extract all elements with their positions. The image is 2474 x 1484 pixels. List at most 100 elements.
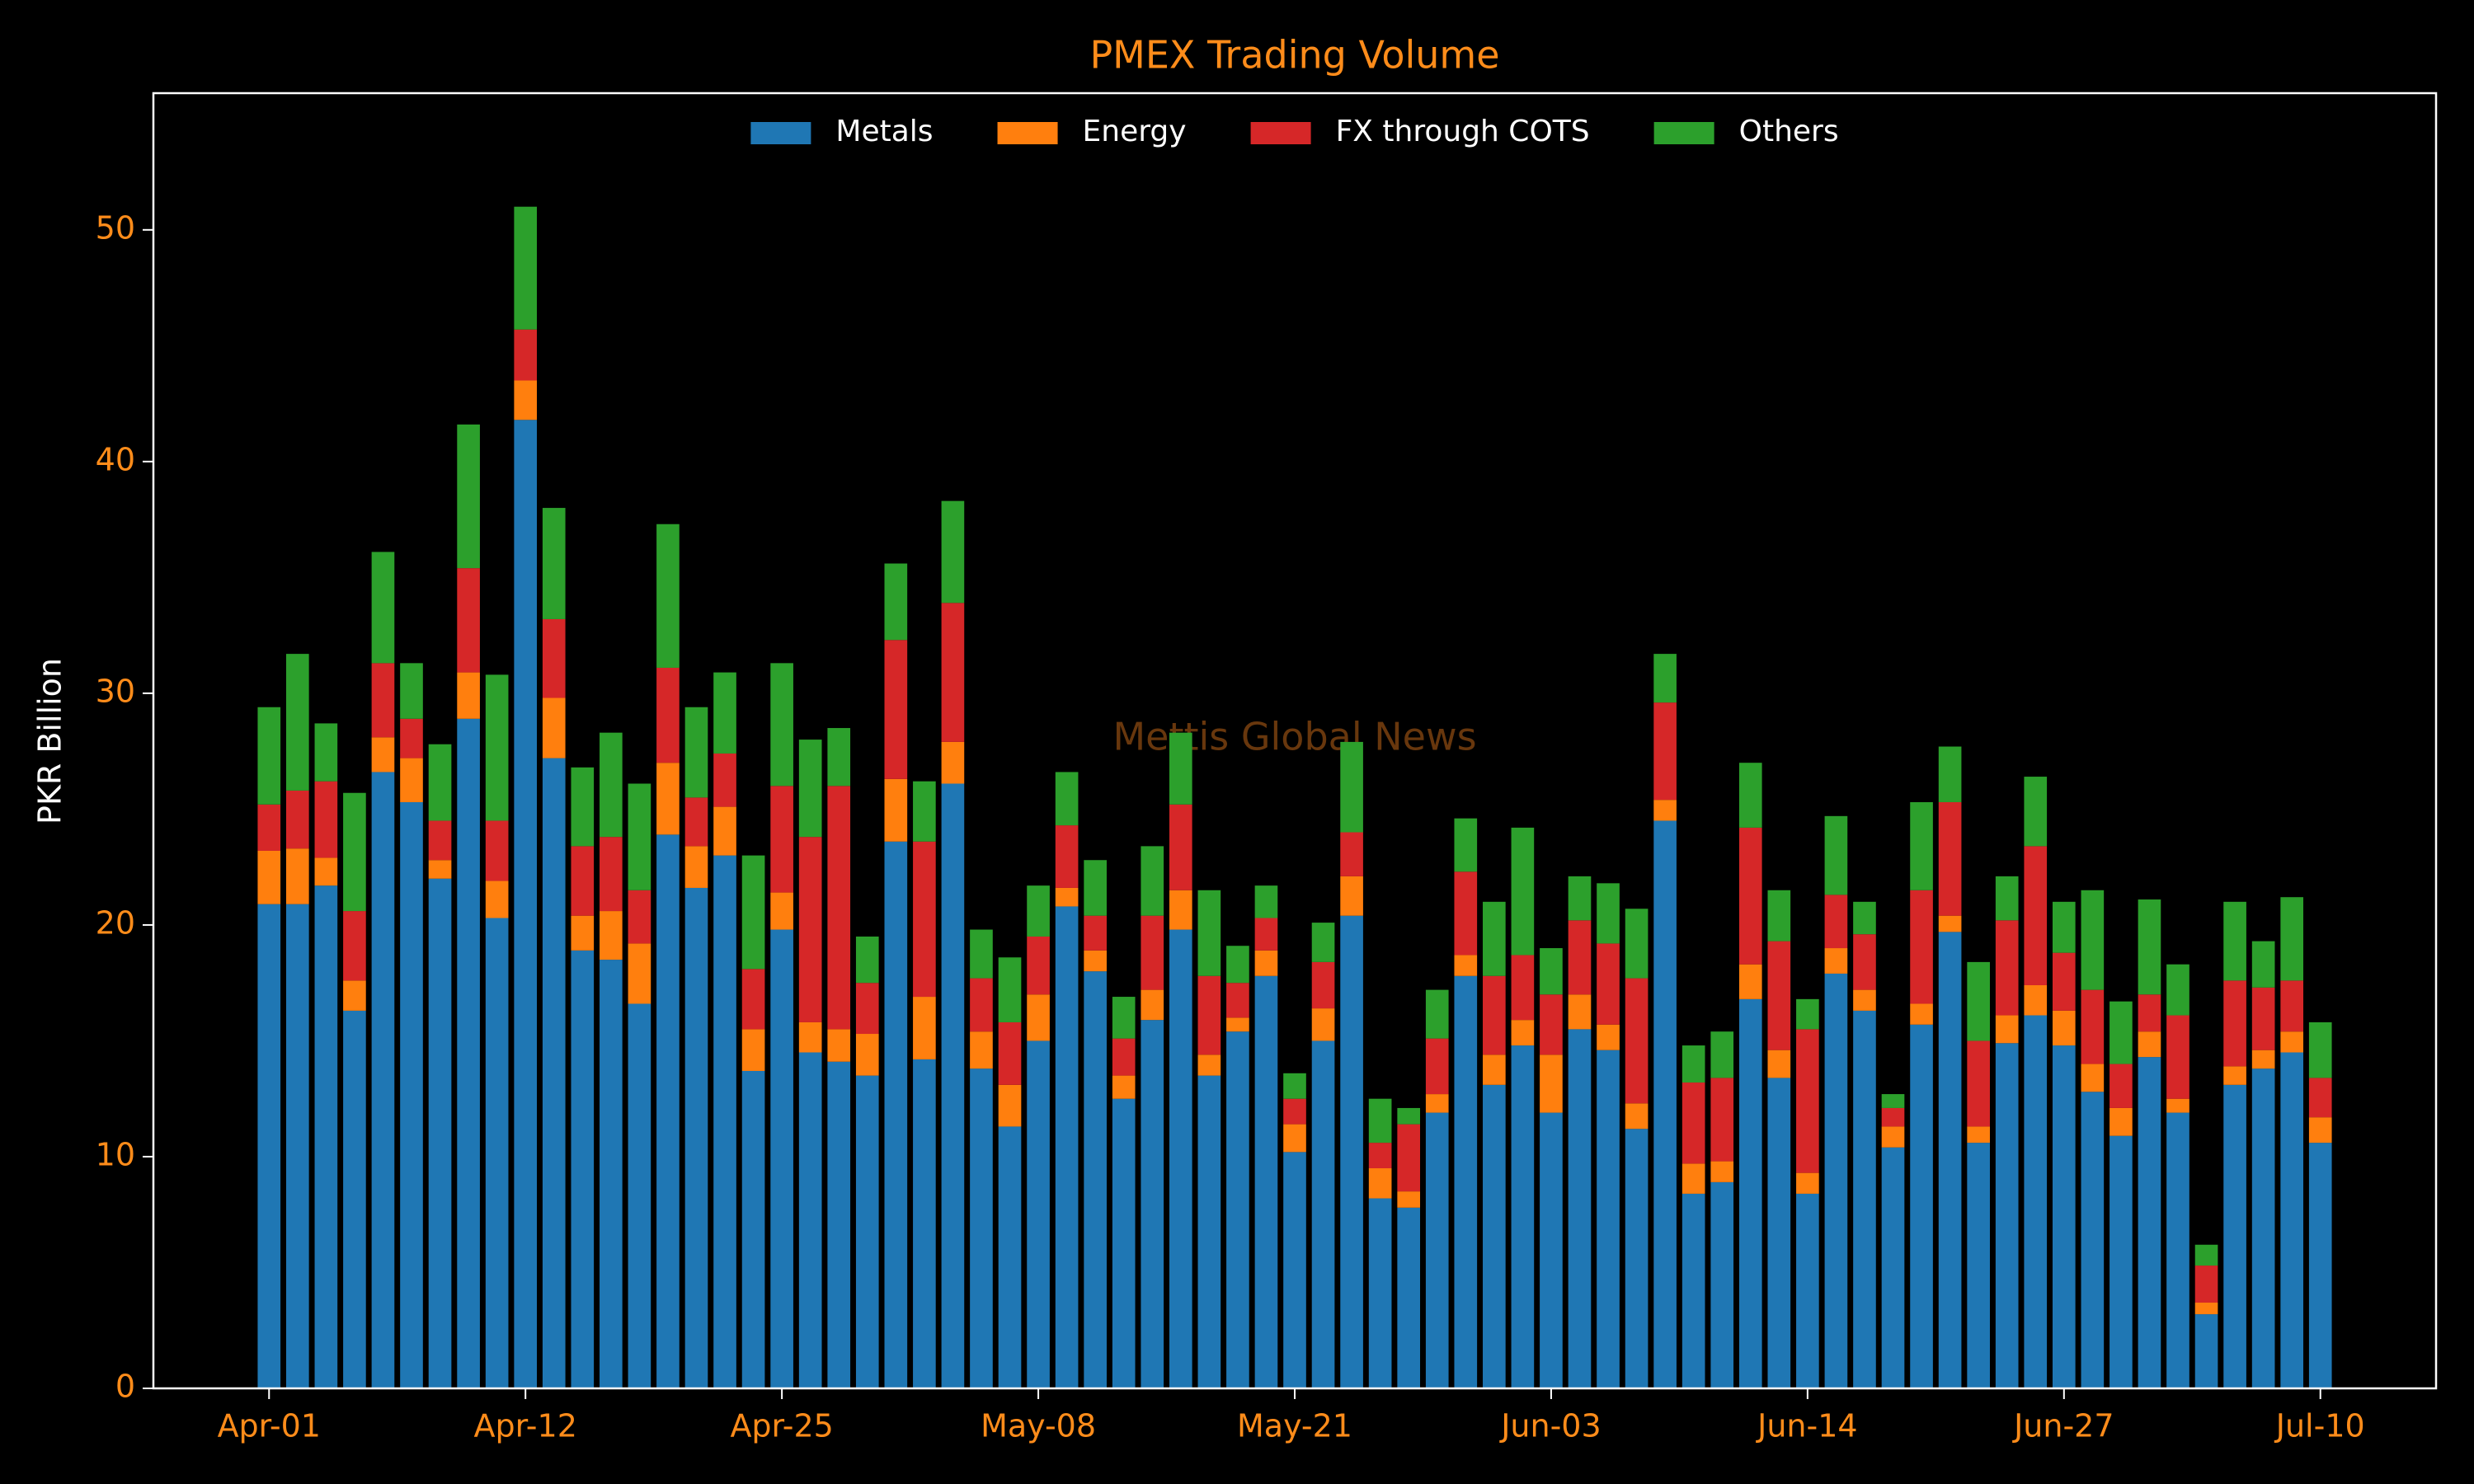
bar-segment — [1197, 1054, 1221, 1076]
bar-segment — [1597, 883, 1620, 944]
bar-segment — [1881, 1107, 1905, 1127]
bar-segment — [1967, 961, 1990, 1041]
bar-segment — [1540, 1054, 1563, 1113]
bar-segment — [1254, 975, 1278, 1388]
bar-segment — [713, 753, 736, 807]
bar-segment — [1226, 1017, 1249, 1032]
bar-segment — [428, 860, 452, 879]
bar-segment — [798, 837, 822, 1022]
bar-segment — [1710, 1031, 1734, 1078]
x-tick-label: May-08 — [981, 1408, 1096, 1444]
legend-swatch — [1653, 122, 1714, 144]
bar-segment — [1311, 923, 1335, 962]
bar-segment — [1283, 1098, 1306, 1125]
bar-segment — [428, 744, 452, 821]
bar-segment — [2280, 897, 2304, 981]
bar-segment — [2308, 1143, 2332, 1388]
bar-segment — [1540, 1112, 1563, 1388]
bar-segment — [855, 983, 879, 1035]
bar-segment — [571, 767, 595, 847]
bar-segment — [798, 1052, 822, 1388]
bar-segment — [1995, 876, 2019, 921]
bar-segment — [1311, 961, 1335, 1009]
bar-segment — [1738, 827, 1762, 965]
bar-segment — [1169, 804, 1192, 890]
bar-segment — [628, 783, 651, 890]
bar-segment — [1681, 1163, 1705, 1194]
bar-segment — [343, 911, 366, 981]
bar-segment — [457, 672, 480, 719]
bar-segment — [1625, 909, 1649, 979]
bar-segment — [998, 1021, 1022, 1085]
bar-segment — [2166, 1015, 2189, 1099]
bar-segment — [1027, 885, 1050, 937]
bar-segment — [343, 980, 366, 1011]
bar-segment — [1141, 989, 1164, 1021]
bar-segment — [2138, 1057, 2161, 1388]
bar-segment — [1226, 1031, 1249, 1388]
legend-swatch — [1250, 122, 1311, 144]
bar-segment — [1425, 1112, 1449, 1388]
bar-segment — [770, 663, 793, 787]
bar-segment — [371, 663, 395, 738]
bar-segment — [1568, 994, 1592, 1030]
bar-segment — [285, 654, 309, 791]
bar-segment — [457, 568, 480, 673]
bar-segment — [1653, 702, 1677, 801]
bar-segment — [1112, 1075, 1136, 1099]
bar-segment — [600, 960, 623, 1388]
bar-segment — [741, 1029, 765, 1071]
bar-segment — [998, 1126, 1022, 1388]
bar-segment — [913, 781, 936, 842]
bar-segment — [400, 718, 423, 758]
bar-segment — [457, 424, 480, 569]
bar-segment — [400, 801, 423, 1388]
bar-segment — [1938, 801, 1962, 916]
bar-segment — [855, 1075, 879, 1388]
bar-segment — [1767, 1078, 1791, 1388]
bar-segment — [1340, 741, 1363, 833]
bar-segment — [2024, 846, 2048, 985]
bar-segment — [2308, 1021, 2332, 1078]
bar-segment — [2223, 901, 2246, 981]
y-axis-label: PKR Billion — [32, 658, 68, 824]
bar-segment — [1796, 998, 1819, 1030]
bar-segment — [2109, 1064, 2133, 1108]
bar-segment — [314, 723, 338, 782]
bar-segment — [1425, 989, 1449, 1039]
bar-segment — [1397, 1124, 1421, 1192]
bar-segment — [400, 758, 423, 802]
bar-segment — [2251, 1050, 2275, 1069]
bar-segment — [1681, 1193, 1705, 1388]
bar-segment — [1368, 1098, 1392, 1144]
bar-segment — [1511, 955, 1535, 1021]
bar-segment — [1796, 1193, 1819, 1388]
bar-segment — [1568, 876, 1592, 921]
bar-segment — [1881, 1147, 1905, 1388]
bar-segment — [485, 820, 509, 881]
bar-segment — [1938, 932, 1962, 1388]
bar-segment — [827, 728, 851, 787]
bar-segment — [1653, 820, 1677, 1388]
bar-segment — [913, 997, 936, 1059]
bar-segment — [2194, 1303, 2218, 1315]
bar-segment — [485, 918, 509, 1388]
bar-segment — [1767, 1050, 1791, 1078]
bar-segment — [485, 881, 509, 918]
bar-segment — [1368, 1198, 1392, 1388]
bar-segment — [1995, 1015, 2019, 1044]
bar-segment — [2166, 964, 2189, 1016]
bar-segment — [2194, 1266, 2218, 1303]
bar-segment — [941, 741, 965, 784]
bar-segment — [1625, 1103, 1649, 1129]
legend-swatch — [997, 122, 1058, 144]
bar-segment — [1226, 983, 1249, 1018]
bar-segment — [884, 778, 908, 842]
bar-segment — [1995, 1043, 2019, 1388]
y-tick-label: 40 — [96, 441, 135, 477]
bar-segment — [1084, 860, 1107, 916]
bar-segment — [1197, 890, 1221, 976]
bar-segment — [257, 904, 281, 1388]
x-tick-label: Jul-10 — [2274, 1408, 2365, 1444]
bar-segment — [1681, 1082, 1705, 1164]
